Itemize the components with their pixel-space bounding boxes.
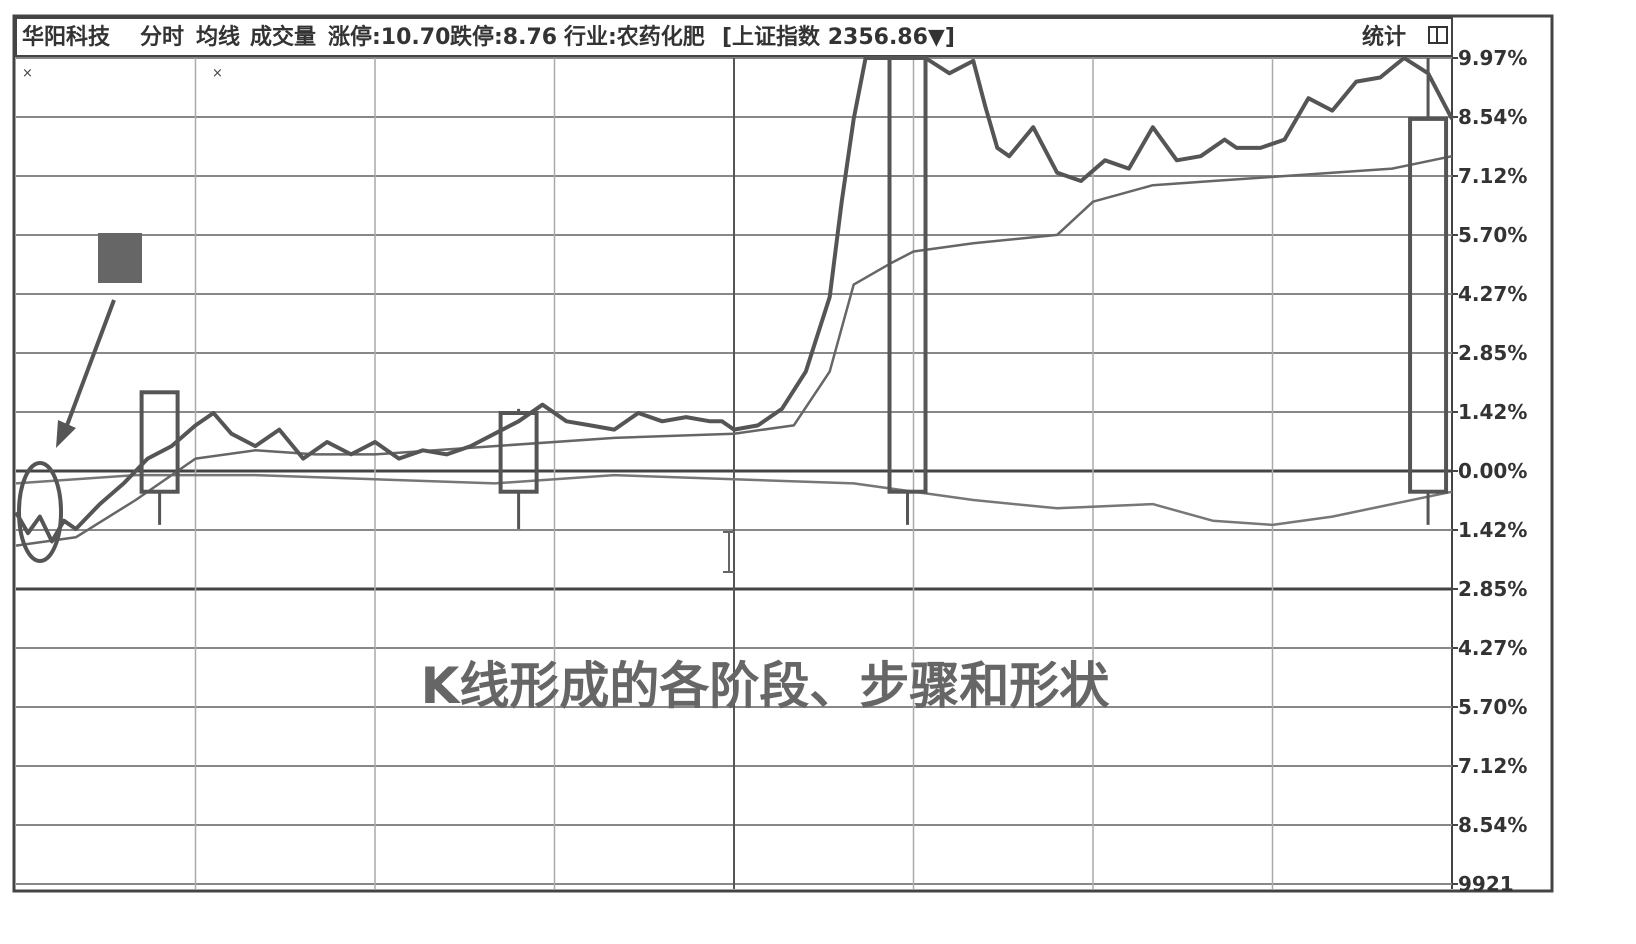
y-tick-label: 8.54%	[1458, 105, 1527, 129]
tab-average[interactable]: 均线	[196, 24, 240, 50]
industry: 行业:农药化肥	[563, 24, 705, 50]
y-tick-label: 9921	[1458, 872, 1514, 896]
header-bar	[15, 17, 1453, 57]
candlestick	[1408, 58, 1449, 525]
y-tick-label: 0.00%	[1458, 459, 1527, 483]
limit-down: 跌停:8.76	[450, 24, 557, 50]
y-tick-label: 2.85%	[1458, 577, 1527, 601]
y-tick-label: 5.70%	[1458, 223, 1527, 247]
candlesticks	[139, 56, 1449, 529]
stats-button[interactable]: 统计	[1362, 24, 1406, 50]
y-tick-label: 1.42%	[1458, 400, 1527, 424]
limit-up: 涨停:10.70	[328, 24, 450, 50]
candlestick	[139, 390, 180, 525]
y-tick-label: 9.97%	[1458, 46, 1527, 70]
window-border	[12, 14, 1554, 893]
y-tick-label: 7.12%	[1458, 164, 1527, 188]
window-toggle-icon[interactable]	[1428, 26, 1448, 44]
y-tick-label: 7.12%	[1458, 754, 1527, 778]
y-tick-label: 4.27%	[1458, 282, 1527, 306]
tab-volume[interactable]: 成交量	[250, 24, 316, 50]
y-tick-label: 5.70%	[1458, 695, 1527, 719]
annotation-ellipse	[17, 461, 63, 563]
y-tick-label: 1.42%	[1458, 518, 1527, 542]
chart-grid	[16, 57, 1452, 889]
candle-body	[498, 411, 539, 494]
y-axis-ticks: 9.97% 8.54% 7.12% 5.70% 4.27% 2.85% 1.42% 0.00%…	[1452, 46, 1527, 896]
candle-body	[1408, 116, 1449, 494]
average-price-line	[15, 154, 1453, 547]
annotation-arrow	[56, 299, 116, 448]
candle-body	[139, 390, 180, 494]
candle-body	[887, 56, 928, 494]
marker-2: ×	[212, 66, 223, 81]
y-tick-label: 2.85%	[1458, 341, 1527, 365]
text-cursor-icon	[723, 531, 735, 573]
tab-timeshare[interactable]: 分时	[140, 25, 184, 50]
annotation-square	[98, 233, 142, 283]
index-quote: [上证指数 2356.86▼]	[722, 24, 955, 50]
candlestick	[887, 56, 928, 525]
price-line	[14, 56, 1454, 544]
chart-caption: K线形成的各阶段、步骤和形状	[421, 657, 1111, 715]
stock-name: 华阳科技	[22, 24, 111, 50]
y-tick-label: 8.54%	[1458, 813, 1527, 837]
marker-1: ×	[22, 66, 33, 81]
y-tick-label: 4.27%	[1458, 636, 1527, 660]
candlestick	[498, 408, 539, 529]
